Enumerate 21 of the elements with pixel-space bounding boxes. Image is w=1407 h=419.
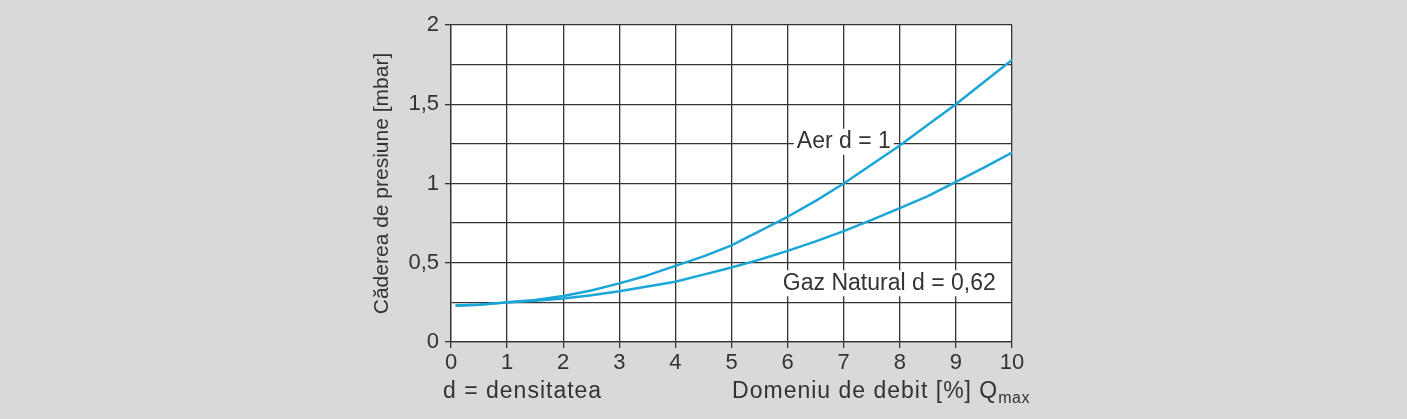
series-label: Gaz Natural d = 0,62 [782, 268, 996, 295]
x-tick-label: 2 [557, 349, 570, 375]
y-axis-title: Căderea de presiune [mbar] [369, 52, 393, 315]
x-tick-label: 10 [999, 349, 1025, 375]
x-tick-label: 5 [725, 349, 738, 375]
text: d = densitatea [443, 377, 603, 403]
x-tick-label: 6 [781, 349, 794, 375]
y-tick-label: 0 [426, 328, 439, 354]
x-tick-label: 1 [500, 349, 514, 375]
x-tick-label: 4 [669, 349, 682, 375]
y-tick-label: 1 [426, 169, 439, 195]
y-tick-label: 2 [426, 11, 439, 37]
x-tick-label: 0 [444, 349, 458, 375]
x-tick-label: 8 [893, 349, 906, 375]
y-tick-label: 0,5 [408, 248, 439, 274]
x-axis-title: Domeniu de debit [%] Q$_{max}$ [732, 377, 1030, 406]
x-tick-label: 3 [613, 349, 626, 375]
y-tick-label: 1,5 [408, 90, 439, 116]
series-label: Aer d = 1 [796, 127, 891, 153]
x-tick-label: 9 [949, 349, 963, 375]
x-tick-label: 7 [837, 349, 850, 375]
